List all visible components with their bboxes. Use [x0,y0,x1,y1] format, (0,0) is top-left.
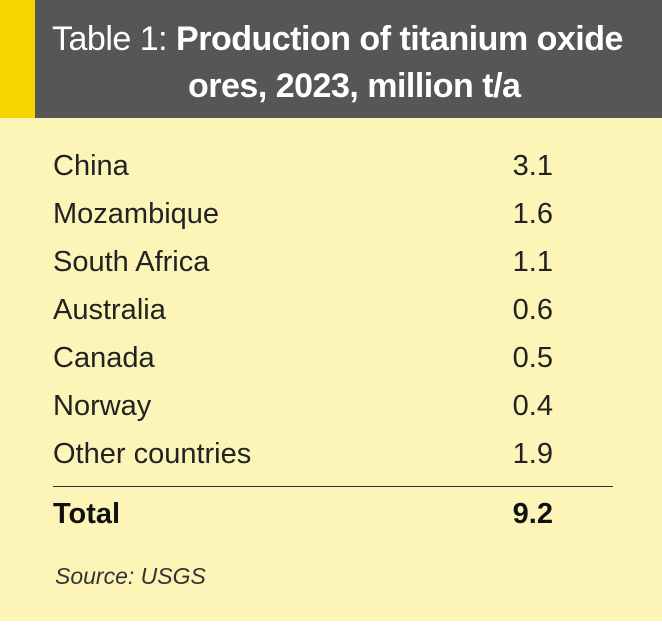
value-cell: 0.5 [512,342,553,374]
value-cell: 0.6 [512,294,553,326]
table-header: Table 1: Production of titanium oxide or… [0,0,662,118]
country-cell: Norway [53,390,152,422]
country-cell: Australia [53,294,166,326]
table-number: Table 1: [52,20,168,58]
country-cell: China [53,150,129,182]
table-row: Mozambique 1.6 [53,198,553,242]
total-divider [53,486,613,487]
value-cell: 1.1 [512,246,553,278]
table-row: China 3.1 [53,150,553,194]
table-row: Other countries 1.9 [53,438,553,482]
accent-bar [0,0,35,118]
source-note: Source: USGS [55,563,206,589]
table-row: Australia 0.6 [53,294,553,338]
value-cell: 0.4 [512,390,553,422]
total-row: Total 9.2 [53,498,553,542]
value-cell: 3.1 [512,150,553,182]
country-cell: Mozambique [53,198,220,230]
total-label: Total [53,498,121,530]
table-row: Canada 0.5 [53,342,553,386]
title-line-1: Production of titanium oxide [176,20,623,58]
value-cell: 1.6 [512,198,553,230]
table-row: South Africa 1.1 [53,246,553,290]
value-cell: 1.9 [512,438,553,470]
table-row: Norway 0.4 [53,390,553,434]
total-value: 9.2 [512,498,553,530]
country-cell: Canada [53,342,155,374]
country-cell: Other countries [53,438,252,470]
title-line-2: ores, 2023, million t/a [188,67,521,105]
table-title: Table 1: Production of titanium oxide or… [52,16,657,110]
country-cell: South Africa [53,246,210,278]
